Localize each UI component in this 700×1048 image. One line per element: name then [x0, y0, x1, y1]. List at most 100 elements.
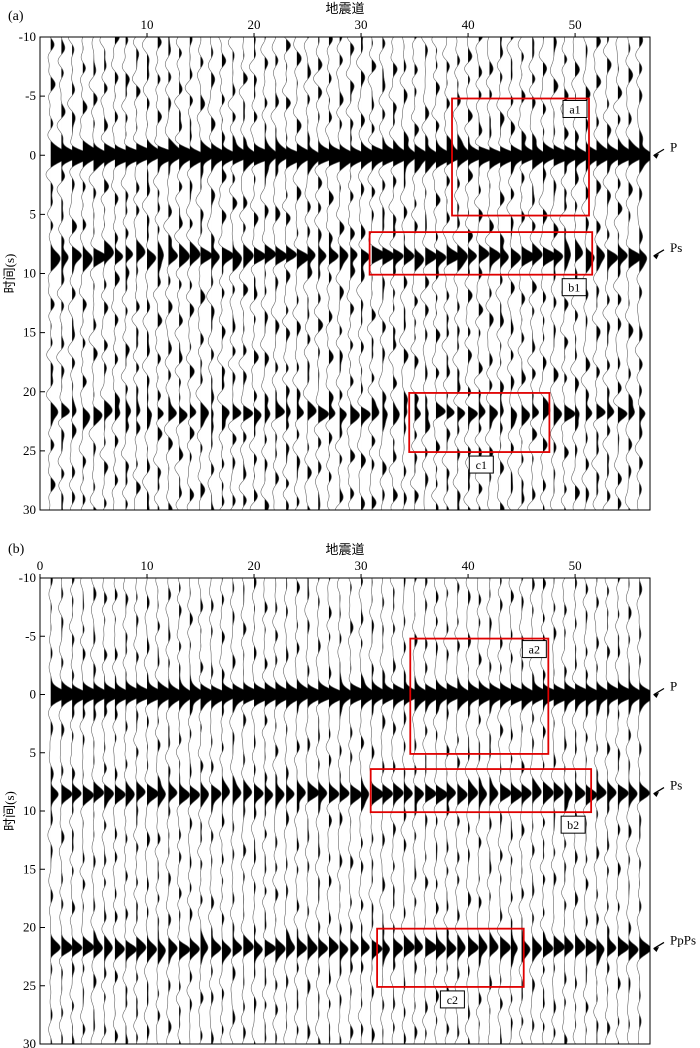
x-axis-title: 地震道 — [325, 542, 364, 557]
trace-line — [388, 37, 411, 510]
trace-fill — [221, 578, 239, 1044]
phase-arrow — [653, 786, 665, 795]
trace-line — [79, 578, 101, 1044]
x-tick-label: 30 — [355, 17, 368, 32]
box-label: b1 — [568, 281, 580, 295]
trace-line — [411, 578, 431, 1044]
phase-arrowhead — [653, 254, 659, 260]
trace-fill — [500, 578, 518, 1044]
trace-fill — [104, 37, 122, 510]
traces — [45, 37, 650, 510]
trace-line — [517, 37, 539, 510]
trace-line — [208, 578, 230, 1044]
trace-fill — [596, 37, 614, 510]
trace-fill — [339, 578, 354, 1044]
x-tick-label: 50 — [569, 17, 582, 32]
trace-line — [154, 578, 175, 1044]
x-axis-title: 地震道 — [325, 1, 364, 16]
trace-fill — [393, 37, 411, 510]
box-label: c2 — [447, 993, 458, 1007]
traces — [47, 578, 650, 1044]
trace-line — [495, 37, 520, 510]
trace-line — [165, 578, 186, 1044]
trace-fill — [382, 37, 402, 510]
trace-fill — [211, 578, 229, 1044]
phase-arrowhead — [653, 153, 659, 159]
trace-fill — [350, 578, 370, 1044]
trace-line — [368, 578, 389, 1044]
trace-line — [56, 37, 80, 510]
trace-fill — [179, 37, 198, 510]
trace-line — [356, 37, 379, 510]
trace-fill — [489, 578, 507, 1044]
y-tick-label: -10 — [19, 570, 36, 585]
trace-line — [379, 578, 400, 1044]
trace-fill — [211, 37, 228, 510]
trace-line — [153, 37, 180, 510]
trace-fill — [82, 37, 101, 510]
trace-line — [614, 578, 637, 1044]
highlight-box — [408, 392, 551, 453]
trace-line — [131, 37, 157, 510]
trace-line — [99, 37, 122, 510]
trace-line — [527, 37, 548, 510]
trace-line — [174, 37, 198, 510]
y-tick-label: 25 — [23, 443, 36, 458]
trace-fill — [478, 578, 497, 1044]
phase-arrowhead — [653, 792, 659, 798]
trace-line — [100, 578, 122, 1044]
trace-line — [582, 578, 603, 1044]
highlight-box — [451, 97, 590, 217]
trace-line — [67, 37, 92, 510]
trace-line — [249, 37, 276, 510]
trace-line — [486, 578, 508, 1044]
trace-fill — [553, 578, 574, 1044]
box-label-frame — [561, 278, 587, 297]
highlight-box — [368, 231, 594, 276]
trace-line — [293, 578, 314, 1044]
phase-arrowhead — [653, 946, 659, 952]
box-label-frame — [468, 455, 494, 474]
trace-fill — [114, 37, 137, 510]
trace-line — [142, 37, 164, 510]
trace-fill — [104, 578, 122, 1044]
trace-line — [389, 578, 411, 1044]
trace-line — [475, 578, 497, 1044]
x-tick-label: 20 — [248, 17, 261, 32]
trace-line — [163, 37, 185, 510]
plot-frame — [39, 36, 651, 511]
trace-line — [399, 37, 418, 510]
trace-fill — [147, 578, 165, 1044]
trace-line — [443, 578, 465, 1044]
phase-label: P — [670, 679, 677, 694]
trace-fill — [82, 578, 101, 1044]
y-tick-label: 30 — [23, 1036, 36, 1048]
trace-line — [602, 37, 624, 510]
trace-line — [454, 578, 474, 1044]
phase-arrow — [653, 148, 665, 156]
trace-line — [420, 37, 441, 510]
trace-line — [69, 578, 89, 1044]
trace-line — [441, 37, 463, 510]
y-tick-label: -5 — [25, 88, 36, 103]
trace-fill — [189, 578, 205, 1044]
trace-line — [538, 37, 560, 510]
plot-frame — [39, 577, 651, 1045]
trace-line — [432, 578, 453, 1044]
trace-fill — [50, 37, 69, 510]
x-tick-label: 20 — [248, 558, 261, 573]
trace-line — [227, 37, 251, 510]
y-tick-label: 0 — [30, 147, 37, 162]
trace-fill — [414, 37, 429, 510]
trace-line — [304, 578, 326, 1044]
trace-line — [506, 37, 528, 510]
trace-fill — [307, 37, 322, 510]
trace-line — [484, 37, 509, 510]
y-axis-title: 时间(s) — [2, 791, 17, 831]
trace-line — [624, 37, 646, 510]
trace-fill — [254, 578, 274, 1044]
x-tick-label: 40 — [462, 558, 475, 573]
trace-line — [463, 37, 486, 510]
x-tick-label: 50 — [569, 558, 582, 573]
phase-arrow — [653, 941, 665, 950]
